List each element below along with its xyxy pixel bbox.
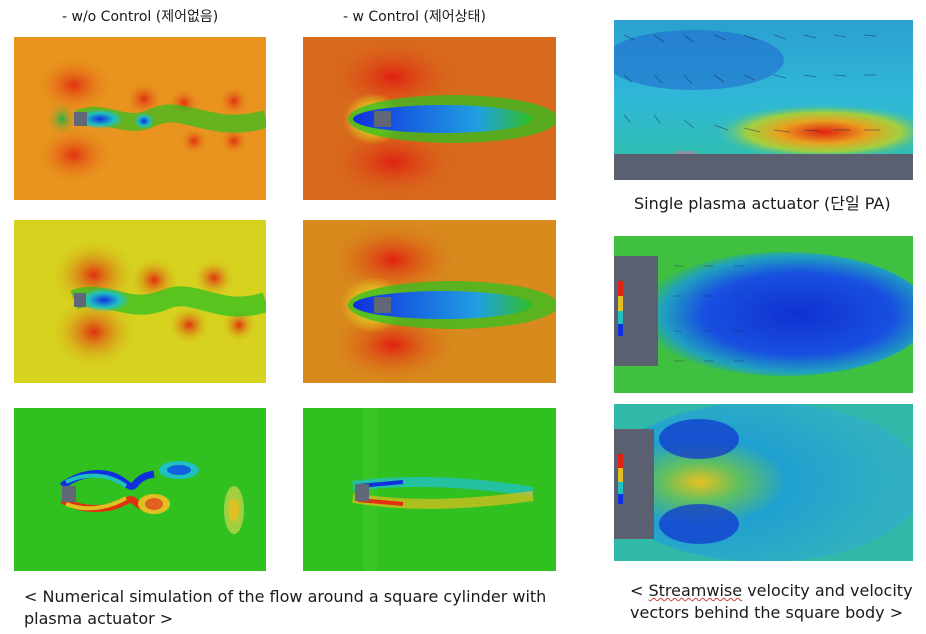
right-caption-underlined-word: Streamwise [648, 581, 743, 600]
sim-panel-with-control-2 [303, 220, 556, 383]
velocity-vector-panel-2 [614, 404, 913, 561]
sim-panel-with-control-1 [303, 37, 556, 200]
column-label-without-control: - w/o Control (제어없음) [62, 9, 219, 25]
plasma-actuator-panel [614, 20, 913, 180]
sim-panel-with-control-vorticity [303, 408, 556, 571]
velocity-vector-panel-1 [614, 236, 913, 393]
sim-panel-no-control-2 [14, 220, 266, 383]
plasma-actuator-label: Single plasma actuator (단일 PA) [634, 194, 891, 213]
left-caption-line1: < Numerical simulation of the flow aroun… [24, 587, 547, 606]
left-caption-line2: plasma actuator > [24, 609, 174, 628]
right-caption-line1: < Streamwise velocity and velocity [630, 581, 913, 600]
sim-panel-no-control-vorticity [14, 408, 266, 571]
column-label-with-control: - w Control (제어상태) [343, 9, 486, 25]
sim-panel-no-control-1 [14, 37, 266, 200]
right-caption-line2: vectors behind the square body > [630, 603, 904, 622]
right-caption-rest: velocity and velocity [742, 581, 913, 600]
right-caption-prefix: < [630, 581, 649, 600]
